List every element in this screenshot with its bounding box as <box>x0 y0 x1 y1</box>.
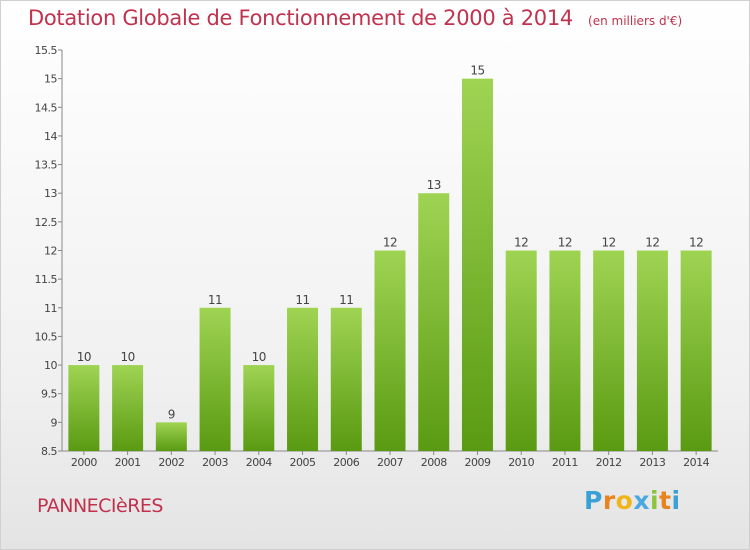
x-tick-label: 2009 <box>464 456 490 469</box>
x-tick-label: 2014 <box>683 456 709 469</box>
x-tick-label: 2000 <box>71 456 97 469</box>
bar <box>461 78 493 452</box>
bar-value-label: 10 <box>77 350 91 364</box>
bar-value-label: 9 <box>168 407 175 421</box>
chart-unit: (en milliers d'€) <box>588 14 683 28</box>
y-tick-label: 9 <box>51 416 58 429</box>
bar-value-label: 11 <box>208 293 222 307</box>
chart-title: Dotation Globale de Fonctionnement de 20… <box>28 6 573 30</box>
bar-value-label: 11 <box>339 293 353 307</box>
bar <box>680 250 712 451</box>
bar <box>68 365 100 451</box>
bar-value-label: 11 <box>295 293 309 307</box>
y-tick-label: 11.5 <box>35 273 58 286</box>
bar-value-label: 12 <box>689 236 703 250</box>
bar <box>636 250 668 451</box>
x-tick-label: 2001 <box>115 456 141 469</box>
y-tick-label: 9.5 <box>41 388 57 401</box>
bar-value-label: 12 <box>602 236 616 250</box>
y-tick-label: 11 <box>44 302 57 315</box>
y-tick-label: 15.5 <box>35 44 58 57</box>
bar-labels: 10 10 9 11 10 11 11 12 13 15 12 12 12 12 12 <box>77 64 704 422</box>
x-tick-label: 2011 <box>552 456 578 469</box>
y-tick-label: 10 <box>44 359 57 372</box>
x-tick-label: 2004 <box>246 456 272 469</box>
bar <box>199 307 231 451</box>
chart-header: Dotation Globale de Fonctionnement de 20… <box>28 6 682 30</box>
bar-value-label: 12 <box>558 236 572 250</box>
y-tick-label: 14.5 <box>35 101 58 114</box>
bars <box>68 78 712 452</box>
bar <box>549 250 581 451</box>
x-axis: 2000 2001 2002 2003 2004 2005 2006 2007 2008 2009… <box>62 450 718 469</box>
y-tick-label: 10.5 <box>35 330 58 343</box>
y-tick-label: 12 <box>44 245 57 258</box>
bar <box>287 307 319 451</box>
y-tick-label: 13 <box>44 187 57 200</box>
bar <box>112 365 144 451</box>
y-tick-label: 15 <box>44 73 57 86</box>
bar-value-label: 12 <box>514 236 528 250</box>
x-tick-label: 2013 <box>639 456 665 469</box>
bar-value-label: 10 <box>120 350 134 364</box>
x-tick-label: 2003 <box>202 456 228 469</box>
y-tick-label: 12.5 <box>35 216 58 229</box>
y-tick-label: 14 <box>44 130 57 143</box>
bar <box>505 250 537 451</box>
x-tick-label: 2006 <box>333 456 359 469</box>
x-tick-label: 2007 <box>377 456 403 469</box>
bar <box>155 422 187 451</box>
x-tick-label: 2008 <box>421 456 447 469</box>
bar <box>374 250 406 451</box>
bar-value-label: 13 <box>427 178 441 192</box>
bar <box>330 307 362 451</box>
bar <box>243 365 275 451</box>
x-tick-label: 2002 <box>158 456 184 469</box>
y-tick-label: 8.5 <box>41 445 57 458</box>
proxiti-logo[interactable]: Proxiti <box>584 486 681 515</box>
bar-value-label: 12 <box>645 236 659 250</box>
commune-name: PANNECIèRES <box>37 495 164 517</box>
bar <box>593 250 625 451</box>
x-tick-label: 2010 <box>508 456 534 469</box>
bar <box>418 193 450 451</box>
y-axis: 8.5 9 9.5 10 10.5 11 11.5 12 12.5 13 13.5 14 14.5 15 1… <box>35 44 63 458</box>
bar-value-label: 10 <box>252 350 266 364</box>
x-tick-label: 2012 <box>596 456 622 469</box>
bar-value-label: 12 <box>383 236 397 250</box>
y-tick-label: 13.5 <box>35 159 58 172</box>
x-tick-label: 2005 <box>290 456 316 469</box>
bar-value-label: 15 <box>470 64 484 78</box>
